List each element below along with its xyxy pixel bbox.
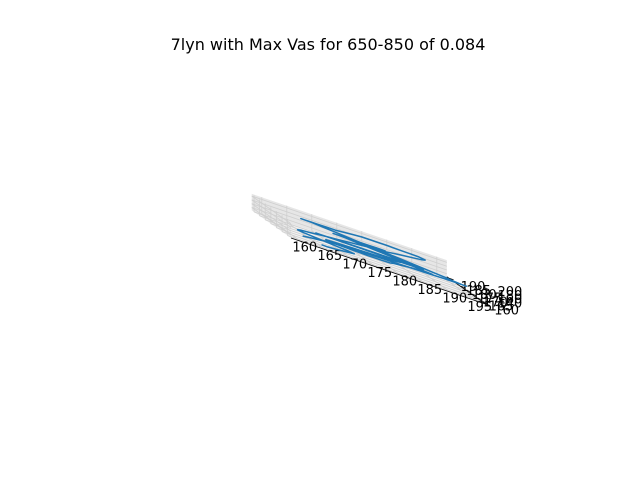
z-tick-mark [485, 301, 491, 304]
x-tick-label: 175 [367, 266, 392, 281]
x-axis-line [290, 237, 487, 305]
y-tick-label: 160 [494, 304, 519, 319]
z-tick-label: 160 [498, 293, 523, 308]
y-tick-mark [448, 277, 454, 281]
series-group [296, 217, 468, 287]
y-tick-mark [482, 301, 488, 304]
z-gridline-left [251, 199, 292, 228]
x-tick-mark [375, 266, 378, 268]
z-gridline-back [251, 203, 447, 271]
z-tick-mark [485, 297, 491, 300]
x-tick-mark [425, 283, 428, 285]
y-tick-label: 165 [489, 300, 514, 315]
y-gridline-floor [270, 223, 466, 291]
z-tick-label: 200 [498, 285, 523, 300]
y-tick-mark [476, 297, 482, 300]
y-tick-label: 190 [461, 280, 486, 295]
x-tick-label: 160 [292, 241, 317, 256]
x-tick-label: 170 [342, 258, 367, 273]
x-tick-mark [450, 292, 453, 294]
y-tick-mark [465, 289, 471, 292]
z-gridline-left [251, 195, 292, 225]
y-tick-mark [460, 285, 465, 289]
x-tick-label: 185 [417, 283, 442, 298]
z-tick-mark [485, 289, 491, 292]
back-pane [251, 193, 447, 277]
x-tick-mark [350, 258, 353, 260]
y-gridline-floor [281, 231, 478, 299]
x-tick-mark [475, 300, 478, 302]
series-line [296, 217, 468, 287]
x-tick-label: 195 [467, 300, 492, 315]
z-tick-label: 140 [498, 297, 523, 312]
y-tick-label: 185 [466, 284, 491, 299]
x-tick-mark [300, 241, 303, 243]
y-gridline-floor [287, 235, 483, 303]
y-gridline-floor [276, 227, 472, 295]
z-gridline-left [251, 203, 292, 232]
x-tick-label: 190 [442, 292, 467, 307]
chart-title: 7lyn with Max Vas for 650-850 of 0.084 [171, 35, 486, 54]
y-tick-mark [471, 293, 477, 296]
z-gridline-back [251, 195, 447, 263]
x-tick-label: 165 [317, 249, 342, 264]
z-tick-mark [485, 293, 491, 296]
x-tick-label: 180 [392, 275, 417, 290]
z-tick-label: 180 [498, 289, 523, 304]
y-tick-label: 170 [483, 296, 508, 311]
x-tick-mark [400, 275, 403, 277]
z-gridline-left [251, 207, 292, 236]
x-tick-mark [325, 249, 328, 251]
